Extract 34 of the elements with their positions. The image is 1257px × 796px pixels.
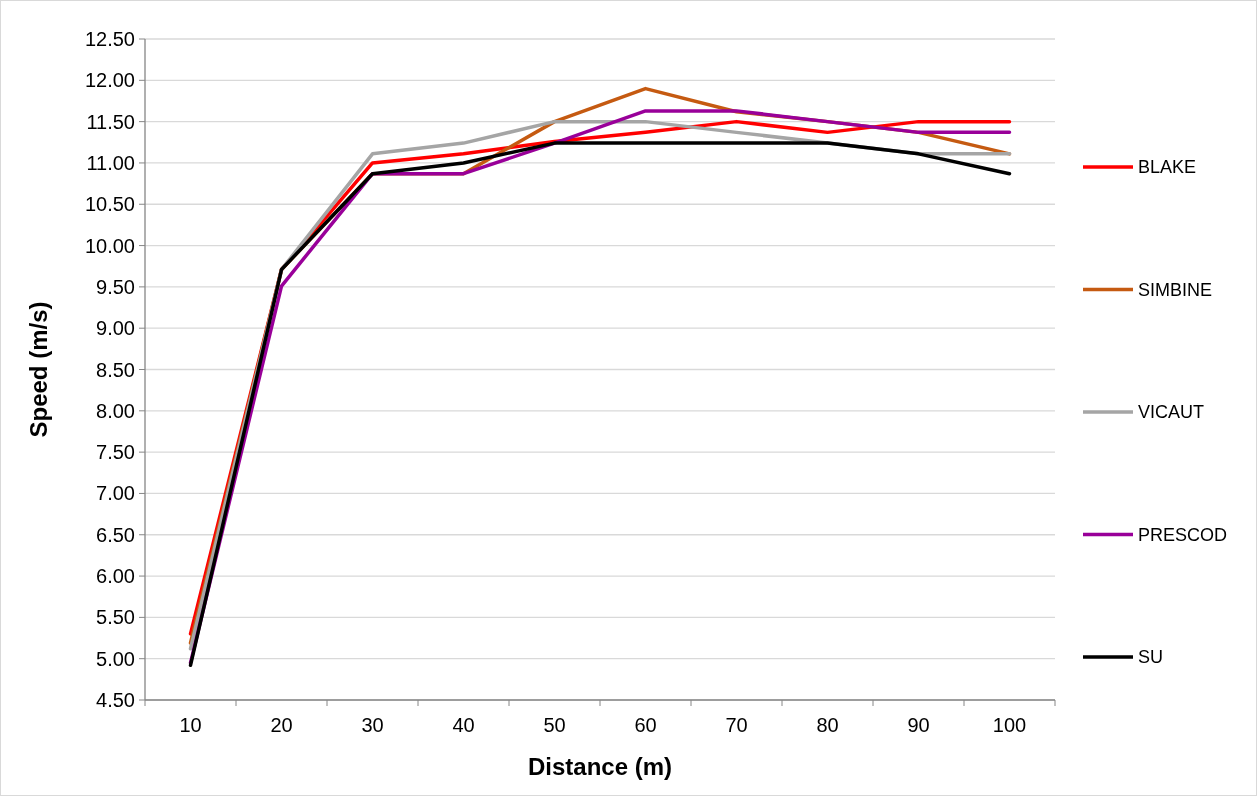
y-tick-label: 11.00 <box>86 151 135 174</box>
y-tick-label: 10.00 <box>84 234 135 257</box>
x-tick-label: 40 <box>452 714 475 736</box>
y-axis-title: Speed (m/s) <box>25 301 52 438</box>
y-tick-label: 10.50 <box>84 193 135 216</box>
y-tick-label: 12.00 <box>84 69 135 92</box>
y-tick-label: 12.50 <box>84 28 135 50</box>
x-axis-title: Distance (m) <box>527 753 673 780</box>
y-tick-label: 6.00 <box>96 565 135 588</box>
x-tick-label: 20 <box>270 714 293 736</box>
y-tick-label: 7.50 <box>96 441 135 464</box>
legend-label: PRESCOD <box>1138 524 1228 545</box>
legend-label: SIMBINE <box>1138 279 1213 300</box>
y-tick-label: 4.50 <box>96 689 135 711</box>
y-tick-label: 8.50 <box>96 358 135 381</box>
x-tick-label: 60 <box>634 714 657 736</box>
y-tick-label: 11.50 <box>86 110 135 133</box>
x-tick-label: 50 <box>543 714 566 736</box>
y-tick-label: 9.50 <box>96 275 135 298</box>
x-tick-label: 10 <box>179 714 202 736</box>
legend-label: VICAUT <box>1138 402 1205 423</box>
y-tick-label: 7.00 <box>96 482 135 505</box>
legend-label: BLAKE <box>1138 157 1197 178</box>
y-tick-label: 5.00 <box>96 647 135 670</box>
x-tick-label: 30 <box>361 714 384 736</box>
x-tick-label: 90 <box>907 714 930 736</box>
x-tick-label: 70 <box>725 714 748 736</box>
legend-label: SU <box>1138 647 1164 668</box>
y-tick-label: 6.50 <box>96 523 135 546</box>
x-tick-label: 80 <box>816 714 839 736</box>
y-tick-label: 8.00 <box>96 399 135 422</box>
x-tick-label: 100 <box>992 714 1027 736</box>
y-tick-label: 5.50 <box>96 606 135 629</box>
y-tick-label: 9.00 <box>96 317 135 340</box>
